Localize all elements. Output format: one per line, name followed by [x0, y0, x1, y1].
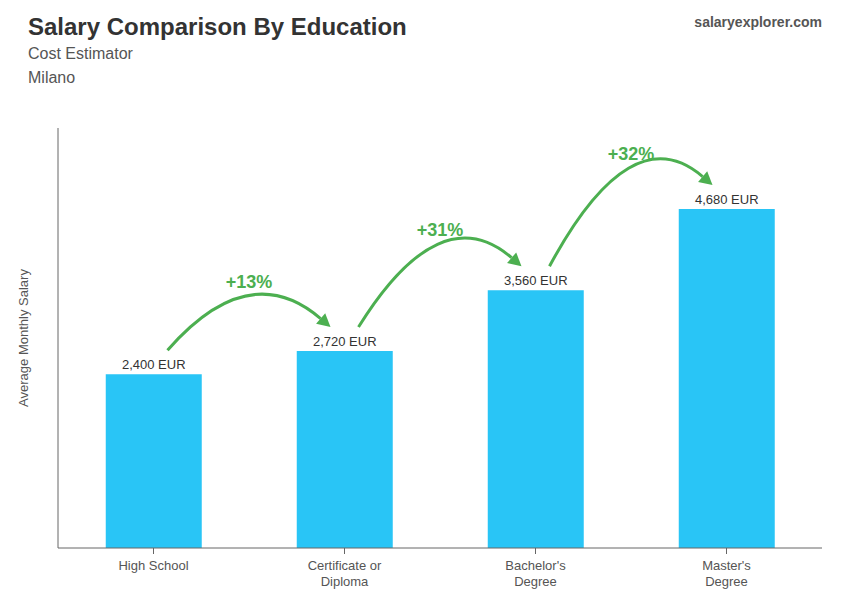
svg-text:2,720 EUR: 2,720 EUR	[313, 334, 377, 349]
svg-text:+32%: +32%	[608, 144, 655, 164]
html-text:Salary Comparison By Education: Salary Comparison By Education	[28, 13, 407, 40]
svg-text:+31%: +31%	[417, 220, 464, 240]
svg-text:+13%: +13%	[226, 272, 273, 292]
svg-text:Certificate orDiploma: Certificate orDiploma	[308, 558, 382, 589]
html-text:salaryexplorer.com: salaryexplorer.com	[694, 14, 822, 30]
svg-text:Average Monthly Salary: Average Monthly Salary	[16, 269, 31, 407]
svg-text:High School: High School	[118, 558, 188, 573]
svg-text:4,680 EUR: 4,680 EUR	[695, 192, 759, 207]
svg-text:2,400 EUR: 2,400 EUR	[122, 357, 186, 372]
svg-text:Bachelor'sDegree: Bachelor'sDegree	[505, 558, 566, 589]
svg-text:3,560 EUR: 3,560 EUR	[504, 273, 568, 288]
html-text:Milano: Milano	[28, 69, 76, 86]
svg-text:Master'sDegree: Master'sDegree	[702, 558, 751, 589]
html-text:Cost Estimator: Cost Estimator	[28, 45, 133, 62]
